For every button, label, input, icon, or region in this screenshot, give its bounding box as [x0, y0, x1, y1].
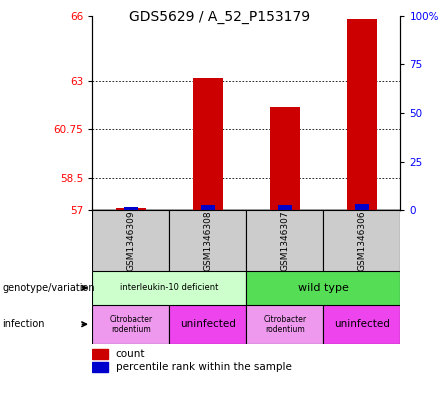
Bar	[92, 271, 246, 305]
Bar	[246, 305, 323, 344]
Bar	[323, 210, 400, 271]
Text: GSM1346307: GSM1346307	[280, 210, 290, 271]
Bar	[124, 207, 138, 210]
Bar	[92, 362, 108, 373]
Bar	[269, 107, 300, 210]
Bar	[355, 204, 369, 210]
Bar	[169, 305, 246, 344]
Bar	[193, 79, 223, 210]
Bar	[169, 210, 246, 271]
Bar	[347, 19, 377, 210]
Text: uninfected: uninfected	[180, 319, 236, 329]
Text: count: count	[115, 349, 145, 359]
Text: Citrobacter
rodentium: Citrobacter rodentium	[109, 314, 153, 334]
Text: Citrobacter
rodentium: Citrobacter rodentium	[263, 314, 307, 334]
Bar	[92, 349, 108, 359]
Bar	[92, 305, 169, 344]
Bar	[92, 210, 169, 271]
Bar	[115, 208, 146, 210]
Text: GSM1346306: GSM1346306	[357, 210, 367, 271]
Bar	[323, 305, 400, 344]
Text: GSM1346309: GSM1346309	[126, 210, 136, 271]
Bar	[246, 271, 400, 305]
Bar	[246, 210, 323, 271]
Text: genotype/variation: genotype/variation	[2, 283, 95, 293]
Text: interleukin-10 deficient: interleukin-10 deficient	[120, 283, 219, 292]
Bar	[278, 205, 292, 210]
Text: uninfected: uninfected	[334, 319, 390, 329]
Text: GDS5629 / A_52_P153179: GDS5629 / A_52_P153179	[129, 10, 311, 24]
Text: percentile rank within the sample: percentile rank within the sample	[115, 362, 291, 372]
Text: infection: infection	[2, 319, 45, 329]
Text: GSM1346308: GSM1346308	[203, 210, 213, 271]
Bar	[201, 204, 215, 210]
Text: wild type: wild type	[298, 283, 349, 293]
